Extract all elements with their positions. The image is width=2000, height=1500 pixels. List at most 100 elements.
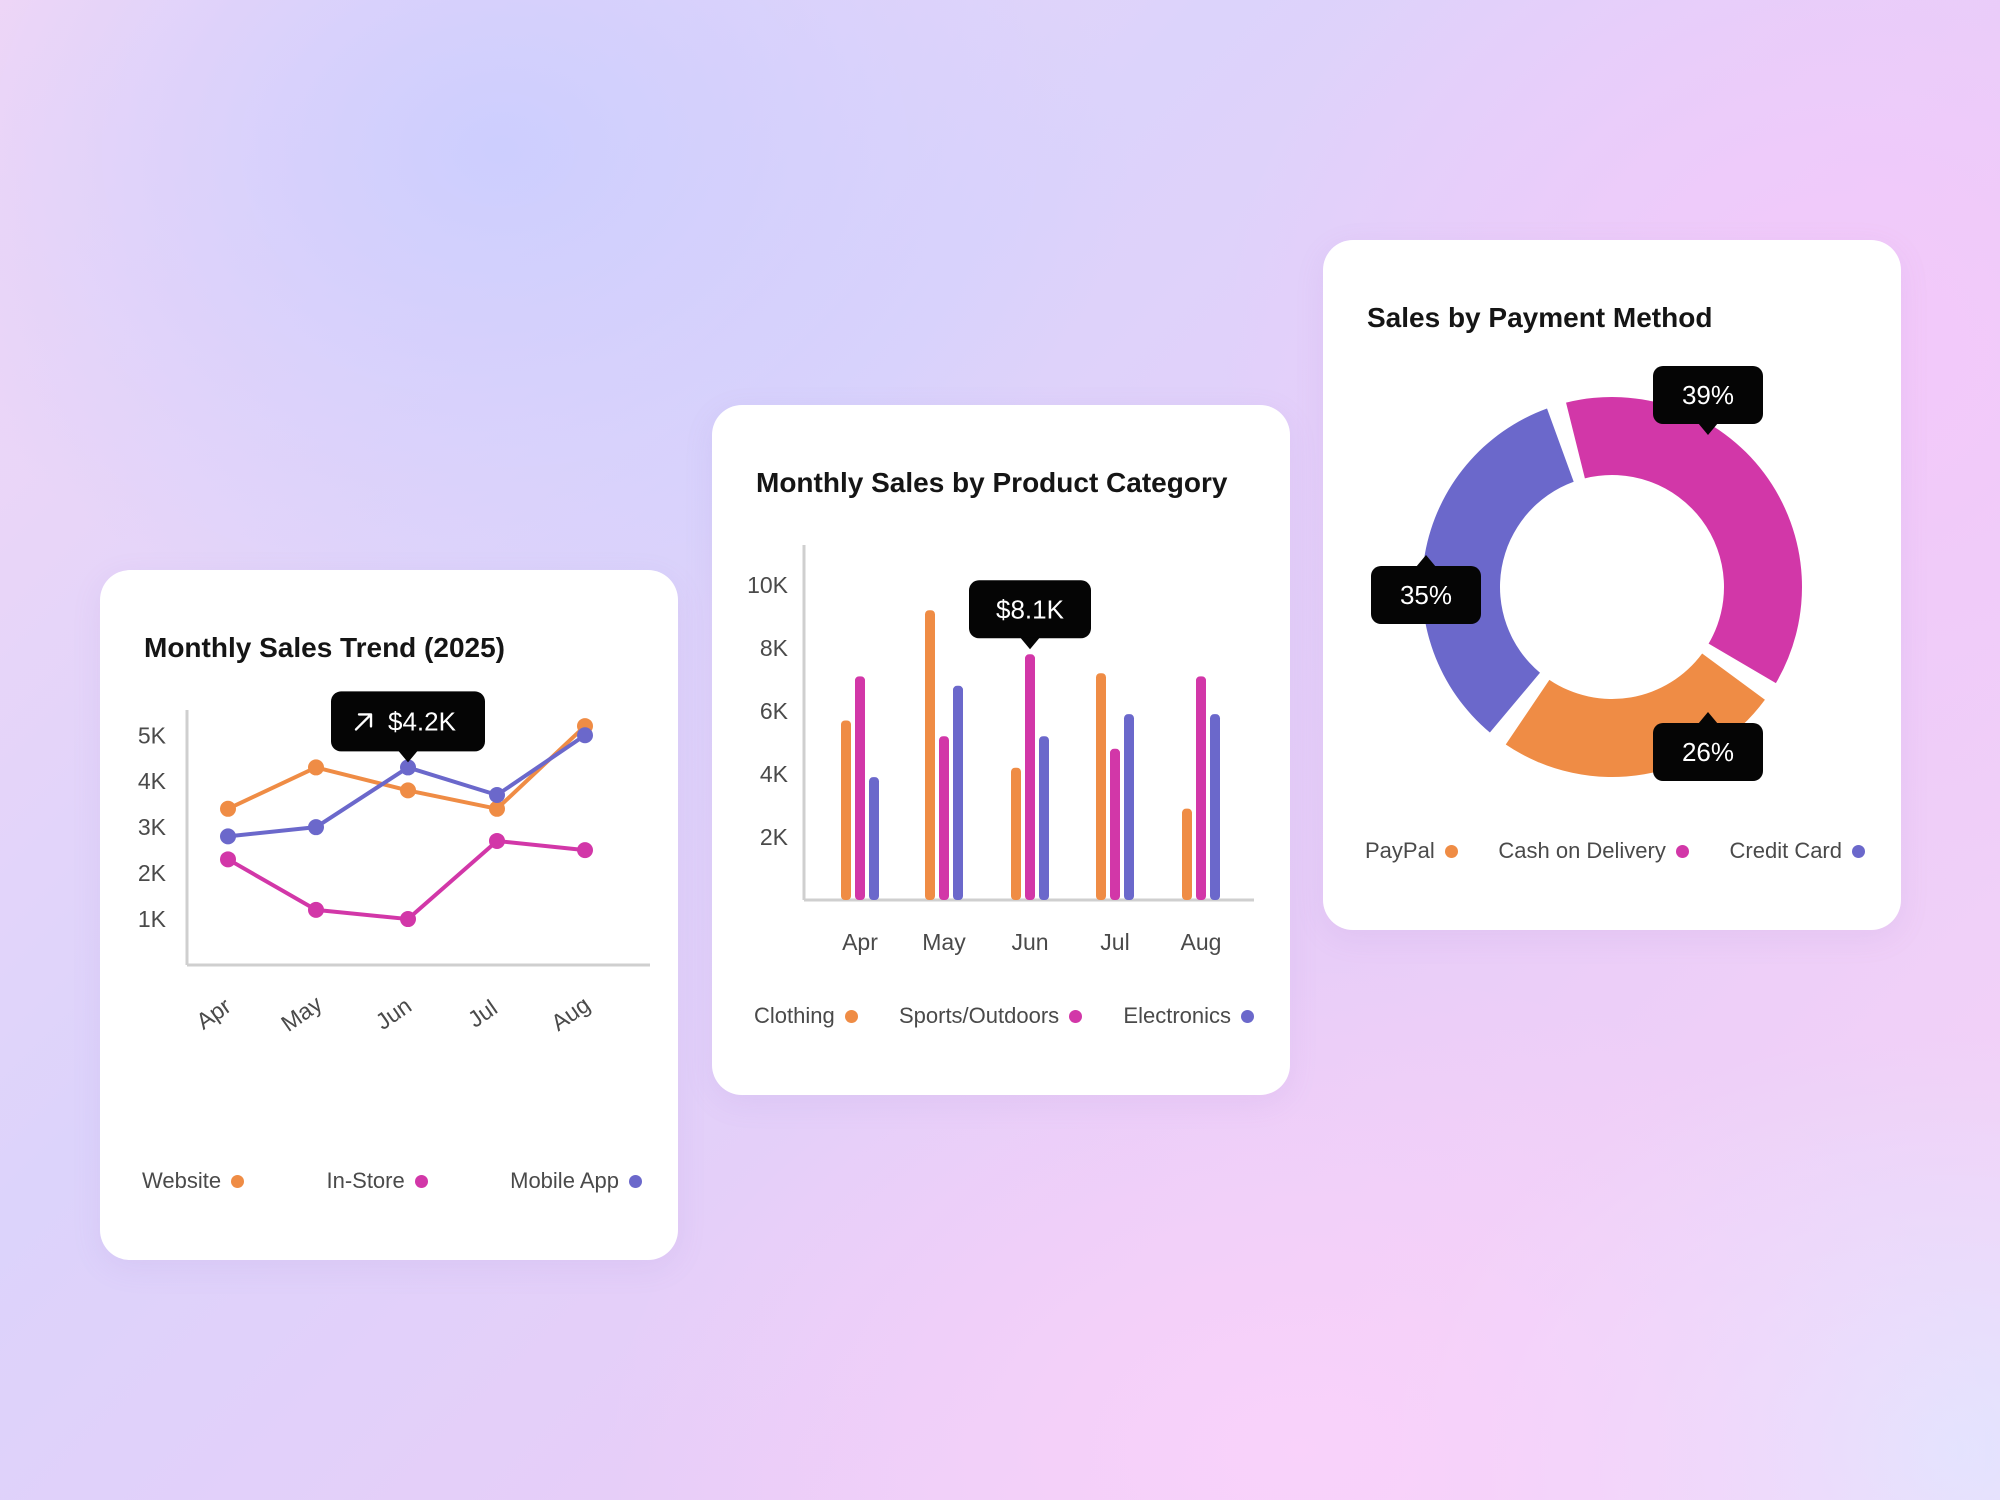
line-legend-mobile-app: Mobile App <box>510 1168 642 1194</box>
data-point-mobile-app[interactable] <box>308 819 324 836</box>
series-line-in-store <box>226 838 587 922</box>
x-tick-label: May <box>922 929 966 955</box>
bar-legend-clothing: Clothing <box>754 1003 858 1029</box>
x-tick-label: May <box>276 990 327 1037</box>
x-tick-label: Apr <box>842 929 878 955</box>
legend-dot <box>1675 844 1689 858</box>
bar-chart-legend: Clothing Sports/Outdoors Electronics <box>754 1003 1254 1029</box>
tooltip-box <box>1371 566 1481 624</box>
line-chart-title: Monthly Sales Trend (2025) <box>144 632 505 663</box>
legend-label: Mobile App <box>510 1168 619 1193</box>
legend-dot <box>628 1174 642 1188</box>
x-tick-label: Apr <box>191 992 236 1034</box>
bar-sports-outdoors[interactable] <box>939 736 949 900</box>
bar-electronics[interactable] <box>1210 714 1220 900</box>
y-tick-label: 10K <box>747 572 789 598</box>
legend-dot <box>844 1009 858 1023</box>
tooltip-box <box>1653 366 1763 424</box>
x-tick-label: Jul <box>1100 929 1129 955</box>
data-point-in-store[interactable] <box>577 842 593 859</box>
legend-dot <box>1241 1009 1254 1023</box>
legend-dot <box>1444 844 1458 858</box>
legend-dot <box>1852 844 1865 858</box>
legend-label: Electronics <box>1123 1003 1231 1028</box>
legend-label: Cash on Delivery <box>1498 838 1666 863</box>
data-point-website[interactable] <box>400 782 416 799</box>
tooltip-box <box>331 691 485 752</box>
bar-chart-card: Monthly Sales by Product Category 2K 4K 6K… <box>712 405 1290 1095</box>
bar-legend-sports-outdoors: Sports/Outdoors <box>898 1003 1083 1029</box>
legend-label: Credit Card <box>1729 838 1842 863</box>
bar-clothing[interactable] <box>1011 767 1021 900</box>
tooltip-cash-on-delivery: 39% <box>1653 366 1763 435</box>
x-tick-label: Jun <box>371 992 416 1035</box>
pie-chart-title: Sales by Payment Method <box>1367 302 1713 333</box>
bar-clothing[interactable] <box>1096 673 1106 900</box>
data-point-website[interactable] <box>489 800 505 817</box>
data-point-in-store[interactable] <box>489 832 505 849</box>
y-tick-label: 6K <box>760 698 789 724</box>
slice-cash-on-delivery[interactable] <box>1566 397 1802 684</box>
tooltip-label: 35% <box>1400 580 1452 610</box>
tooltip-label: $4.2K <box>388 706 457 736</box>
x-tick-label: Jun <box>1011 929 1048 955</box>
legend-label: Clothing <box>754 1003 835 1028</box>
line-legend-in-store: In-Store <box>326 1168 428 1194</box>
bar-sports-outdoors[interactable] <box>855 676 865 900</box>
bar-sports-outdoors[interactable] <box>1110 748 1120 900</box>
bar-clothing[interactable] <box>1182 808 1192 900</box>
y-tick-label: 2K <box>138 860 167 886</box>
bar-clothing[interactable] <box>925 610 935 900</box>
tooltip-label: $8.1K <box>996 594 1065 624</box>
bar-electronics[interactable] <box>1124 714 1134 900</box>
bar-electronics[interactable] <box>953 685 963 900</box>
tooltip-pointer <box>1698 423 1718 435</box>
data-point-in-store[interactable] <box>400 911 416 928</box>
tooltip-credit-card: 35% <box>1371 555 1481 624</box>
legend-dot <box>231 1174 245 1188</box>
tooltip-label: 26% <box>1682 737 1734 767</box>
slice-credit-card[interactable] <box>1422 408 1574 733</box>
y-tick-label: 2K <box>760 824 789 850</box>
data-point-mobile-app[interactable] <box>400 759 416 776</box>
legend-label: Sports/Outdoors <box>898 1003 1060 1028</box>
tooltip-pointer <box>398 750 418 763</box>
x-tick-label: Jul <box>463 994 502 1032</box>
pie-chart-card: Sales by Payment Method 39% 26% 35% PayPal… <box>1323 240 1901 930</box>
legend-dot <box>414 1174 428 1188</box>
bar-chart: 2K 4K 6K 8K 10K Apr May Jun Jul Aug $8.1K <box>747 545 1254 955</box>
pie-legend-paypal: PayPal <box>1365 838 1458 864</box>
bar-electronics[interactable] <box>869 777 879 900</box>
data-point-website[interactable] <box>220 800 236 817</box>
line-legend-website: Website <box>142 1168 245 1194</box>
data-point-website[interactable] <box>308 759 324 776</box>
x-tick-label: Aug <box>1181 929 1222 955</box>
tooltip: $4.2K <box>331 691 485 763</box>
y-tick-label: 5K <box>138 722 167 748</box>
data-point-mobile-app[interactable] <box>220 828 236 845</box>
bar-clothing[interactable] <box>841 720 851 900</box>
bar-electronics[interactable] <box>1039 736 1049 900</box>
bar-sports-outdoors[interactable] <box>1196 676 1206 900</box>
data-point-mobile-app[interactable] <box>577 727 593 744</box>
line-chart-legend: Website In-Store Mobile App <box>142 1168 642 1194</box>
tooltip-box <box>1653 723 1763 781</box>
bar-legend-electronics: Electronics <box>1123 1003 1254 1029</box>
data-point-mobile-app[interactable] <box>489 787 505 803</box>
tooltip: $8.1K <box>969 580 1091 650</box>
pie-legend-cash-on-delivery: Cash on Delivery <box>1498 838 1689 864</box>
tooltip-paypal: 26% <box>1653 712 1763 781</box>
data-point-in-store[interactable] <box>220 851 236 868</box>
y-tick-label: 8K <box>760 635 789 661</box>
bar-sports-outdoors[interactable] <box>1025 654 1035 900</box>
line-chart-card: Monthly Sales Trend (2025) 1K 2K 3K 4K 5K Apr… <box>100 570 678 1260</box>
legend-label: PayPal <box>1365 838 1435 863</box>
line-chart: 1K 2K 3K 4K 5K Apr May Jun Jul Aug $4.2K <box>138 691 650 1037</box>
y-tick-label: 3K <box>138 814 167 840</box>
tooltip-pointer <box>1698 712 1718 724</box>
y-tick-label: 4K <box>760 761 789 787</box>
data-point-in-store[interactable] <box>308 901 324 918</box>
pie-legend-credit-card: Credit Card <box>1730 838 1865 864</box>
legend-label: Website <box>142 1168 222 1193</box>
tooltip-label: 39% <box>1682 380 1734 410</box>
